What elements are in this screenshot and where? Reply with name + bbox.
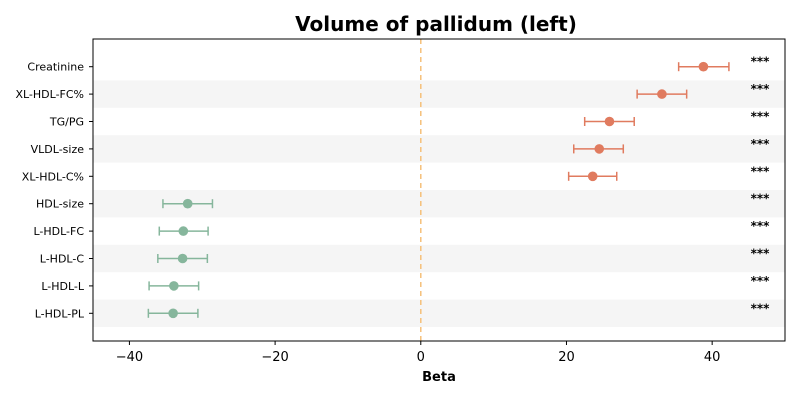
x-tick-label: 20: [558, 350, 575, 365]
data-row: [158, 226, 209, 236]
x-tick-label: −20: [261, 350, 288, 365]
significance-label: ***: [751, 82, 771, 96]
significance-label: ***: [751, 301, 771, 315]
y-tick-label: TG/PG: [49, 116, 84, 129]
y-tick-label: L-HDL-C: [40, 253, 85, 266]
chart-title: Volume of pallidum (left): [295, 12, 577, 36]
point-estimate: [587, 171, 598, 182]
plot-frame: [92, 38, 786, 342]
data-row: [583, 116, 635, 127]
y-tick-label: L-HDL-PL: [35, 307, 85, 320]
y-tick-label: XL-HDL-C%: [22, 170, 84, 183]
y-tick-label: Creatinine: [27, 61, 84, 74]
point-estimate: [177, 253, 188, 264]
point-estimate: [178, 226, 189, 236]
y-axis: Creatinine XL-HDL-FC% TG/PG VLDL-size XL-HDL…: [15, 61, 93, 320]
row-band: [93, 299, 785, 327]
data-row: [677, 61, 730, 72]
significance-label: ***: [751, 110, 771, 124]
data-marks: [147, 61, 730, 319]
point-estimate: [604, 116, 615, 127]
significance-label: ***: [751, 219, 771, 233]
x-tick-label: 0: [417, 350, 425, 365]
y-tick-label: L-HDL-L: [41, 280, 85, 293]
data-row: [636, 89, 688, 99]
y-tick-label: XL-HDL-FC%: [15, 88, 84, 101]
data-row: [162, 198, 214, 209]
data-row: [157, 253, 209, 264]
point-estimate: [169, 281, 179, 291]
point-estimate: [182, 198, 193, 209]
data-row: [573, 144, 625, 154]
row-band: [93, 244, 785, 273]
x-axis-label: Beta: [422, 370, 456, 385]
significance-label: ***: [751, 192, 771, 206]
point-estimate: [657, 89, 667, 99]
y-tick-label: VLDL-size: [31, 143, 85, 156]
point-estimate: [698, 61, 709, 72]
significance-label: ***: [751, 164, 771, 178]
y-tick-label: L-HDL-FC: [33, 225, 84, 238]
row-band: [93, 135, 785, 163]
y-tick-label: HDL-size: [36, 198, 84, 211]
data-row: [567, 171, 618, 182]
point-estimate: [168, 308, 178, 319]
significance-labels: *** *** *** *** *** *** *** *** *** ***: [751, 55, 771, 316]
x-axis: −40 −20 0 20 40: [116, 341, 721, 365]
data-row: [147, 308, 199, 319]
point-estimate: [594, 144, 605, 154]
significance-label: ***: [751, 137, 771, 151]
x-tick-label: −40: [116, 350, 143, 365]
data-row: [148, 281, 200, 291]
significance-label: ***: [751, 274, 771, 288]
row-bands: [93, 80, 785, 327]
significance-label: ***: [751, 247, 771, 261]
x-tick-label: 40: [704, 350, 721, 365]
significance-label: ***: [751, 55, 771, 69]
